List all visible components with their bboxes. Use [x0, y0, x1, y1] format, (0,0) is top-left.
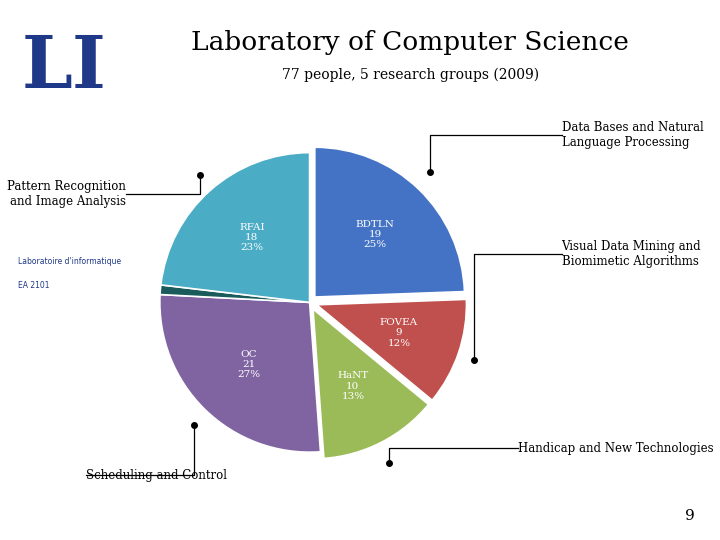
Text: HaNT
10
13%: HaNT 10 13% — [337, 372, 369, 401]
Wedge shape — [317, 299, 467, 400]
Text: OC
21
27%: OC 21 27% — [238, 349, 261, 379]
Text: Handicap and New Technologies: Handicap and New Technologies — [518, 442, 714, 455]
Wedge shape — [160, 285, 310, 302]
Text: BDTLN
19
25%: BDTLN 19 25% — [356, 220, 395, 249]
Text: EA 2101: EA 2101 — [18, 281, 50, 290]
Wedge shape — [160, 294, 320, 452]
Text: Visual Data Mining and
Biomimetic Algorithms: Visual Data Mining and Biomimetic Algori… — [562, 240, 701, 268]
Text: Laboratory of Computer Science: Laboratory of Computer Science — [192, 30, 629, 55]
Wedge shape — [315, 147, 464, 297]
Text: Pattern Recognition
and Image Analysis: Pattern Recognition and Image Analysis — [7, 180, 126, 208]
Text: RFAI
18
23%: RFAI 18 23% — [239, 222, 265, 252]
Text: L: L — [22, 32, 73, 103]
Text: 9: 9 — [685, 509, 695, 523]
Wedge shape — [161, 153, 310, 302]
Text: Scheduling and Control: Scheduling and Control — [86, 469, 228, 482]
Text: FOVEA
9
12%: FOVEA 9 12% — [380, 318, 418, 348]
Wedge shape — [313, 309, 428, 458]
Text: 77 people, 5 research groups (2009): 77 people, 5 research groups (2009) — [282, 68, 539, 82]
Text: Laboratoire d'informatique: Laboratoire d'informatique — [18, 256, 121, 266]
Text: Data Bases and Natural
Language Processing: Data Bases and Natural Language Processi… — [562, 121, 703, 149]
Text: I: I — [72, 32, 106, 103]
